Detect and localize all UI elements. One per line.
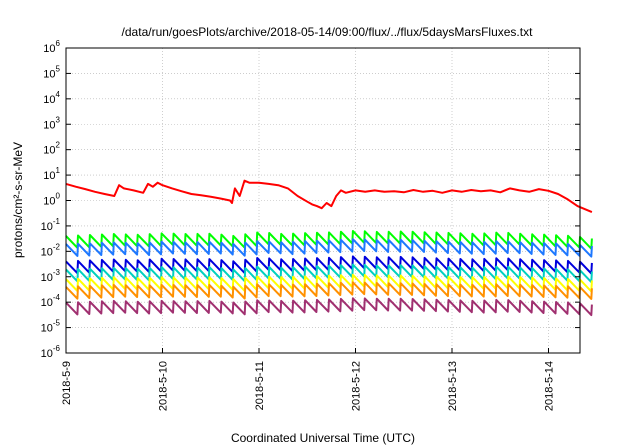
y-tick-label: 10-4 (41, 293, 61, 309)
y-tick-label: 10-1 (41, 217, 61, 233)
x-tick-label: 2018-5-11 (254, 361, 266, 410)
series-line-7 (65, 297, 593, 317)
y-tick-labels: 10-6 10-5 10-4 10-3 10-2 10-1 100 101 102 103 104 1… (41, 39, 580, 360)
y-tick-label: 103 (43, 115, 60, 131)
y-tick-label: 10-6 (41, 344, 61, 360)
series-line-4 (65, 263, 593, 284)
y-tick-label: 106 (43, 39, 60, 55)
x-tick-label: 2018-5-13 (447, 361, 459, 411)
y-tick-label: 102 (43, 141, 60, 157)
y-tick-label: 10-5 (41, 319, 61, 335)
y-tick-label: 100 (43, 192, 60, 208)
y-axis-label: protons/cm²-s-sr-MeV (11, 142, 25, 258)
series-line-2 (65, 238, 593, 258)
x-tick-label: 2018-5-10 (158, 361, 170, 411)
x-tick-label: 2018-5-12 (351, 361, 363, 411)
x-tick-label: 2018-5-14 (544, 361, 556, 411)
series-line-6 (65, 281, 593, 300)
x-tick-label: 2018-5-9 (61, 361, 73, 405)
y-tick-label: 104 (43, 90, 60, 106)
x-axis-label: Coordinated Universal Time (UTC) (231, 431, 415, 445)
series-line-0 (65, 179, 593, 214)
y-tick-label: 10-3 (41, 268, 61, 284)
y-tick-label: 10-2 (41, 242, 61, 258)
y-tick-label: 101 (43, 166, 60, 182)
series-lines (65, 179, 593, 317)
chart-title: /data/run/goesPlots/archive/2018-05-14/0… (122, 25, 534, 39)
y-tick-label: 105 (43, 64, 60, 80)
x-tick-labels: 2018-5-9 2018-5-10 2018-5-11 2018-5-12 2018-… (61, 348, 556, 411)
